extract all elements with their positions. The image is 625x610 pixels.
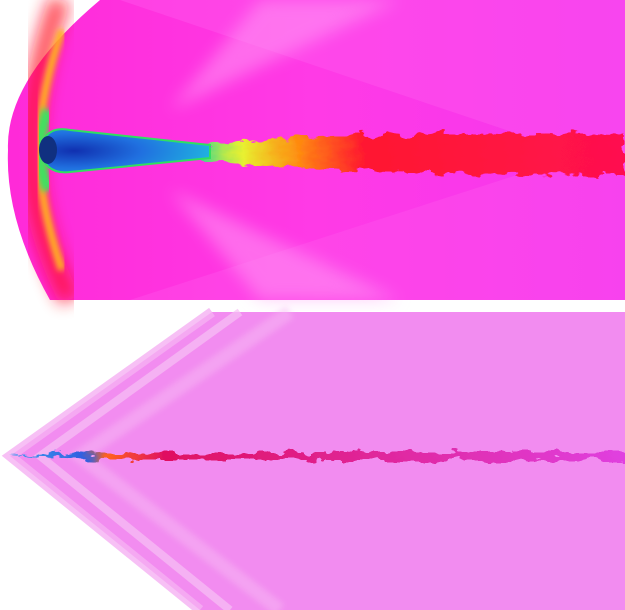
thin-wake: [10, 452, 625, 460]
bottom-panel: [10, 312, 625, 610]
simulation-figure: [0, 0, 625, 610]
page: {}: [0, 0, 625, 610]
nose: [39, 136, 57, 164]
top-panel: [8, 0, 625, 300]
flow-field: [10, 312, 625, 610]
